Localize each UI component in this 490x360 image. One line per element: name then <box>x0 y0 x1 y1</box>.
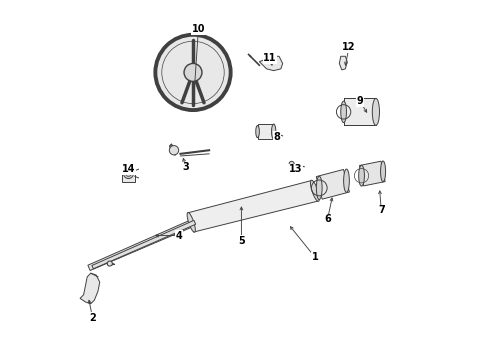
Text: 8: 8 <box>274 132 281 142</box>
Text: 11: 11 <box>263 53 277 63</box>
Circle shape <box>107 261 112 266</box>
Polygon shape <box>339 56 347 70</box>
Ellipse shape <box>372 98 379 125</box>
Ellipse shape <box>256 126 259 138</box>
Polygon shape <box>259 56 283 71</box>
Text: 7: 7 <box>378 206 385 216</box>
Ellipse shape <box>341 101 346 123</box>
Text: 1: 1 <box>312 252 318 262</box>
Polygon shape <box>122 165 135 182</box>
Ellipse shape <box>381 161 386 182</box>
Polygon shape <box>316 170 349 199</box>
Polygon shape <box>80 273 100 304</box>
Text: 12: 12 <box>342 42 356 52</box>
Polygon shape <box>92 220 196 269</box>
Text: 4: 4 <box>175 231 182 240</box>
Ellipse shape <box>343 169 349 192</box>
Text: 6: 6 <box>324 215 331 224</box>
Text: 9: 9 <box>356 96 363 106</box>
Polygon shape <box>189 180 318 232</box>
Polygon shape <box>88 218 198 270</box>
Ellipse shape <box>187 212 196 232</box>
Polygon shape <box>360 161 385 186</box>
Circle shape <box>289 161 294 166</box>
Text: 3: 3 <box>182 162 189 172</box>
Ellipse shape <box>311 180 319 201</box>
Circle shape <box>125 171 131 176</box>
Text: 14: 14 <box>122 164 135 174</box>
Circle shape <box>170 145 179 155</box>
Text: 13: 13 <box>289 164 302 174</box>
Text: 5: 5 <box>238 236 245 246</box>
Circle shape <box>155 35 231 110</box>
Ellipse shape <box>359 165 365 186</box>
Polygon shape <box>258 124 274 139</box>
Ellipse shape <box>317 176 322 199</box>
Text: 10: 10 <box>192 24 205 35</box>
Polygon shape <box>343 98 376 125</box>
Ellipse shape <box>271 124 276 139</box>
Circle shape <box>184 63 202 81</box>
Text: 2: 2 <box>89 313 96 323</box>
Circle shape <box>123 168 133 179</box>
